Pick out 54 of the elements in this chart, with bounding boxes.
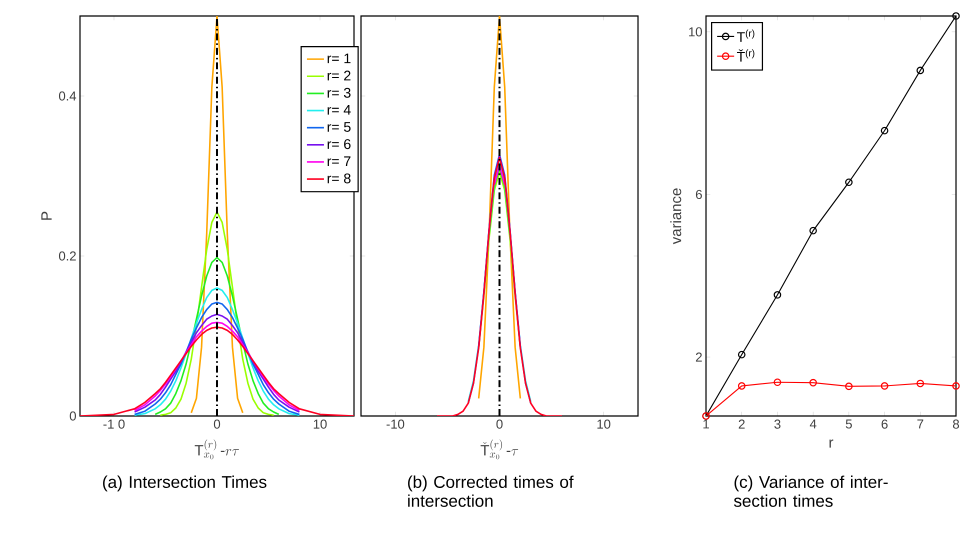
y-tick-label: 0.4: [58, 91, 76, 101]
y-axis-title: P: [41, 212, 52, 220]
y-tick-label: 2: [696, 352, 702, 362]
legend-label: r= 7: [328, 156, 350, 166]
legend-label: r= 5: [328, 122, 351, 132]
line-series: [80, 326, 354, 416]
legend-label: r= 4: [328, 105, 351, 115]
line-series: [190, 16, 244, 414]
legend-label: T$^{(r)}$: [736, 30, 754, 42]
legend-label: Ť$^{(r)}$: [736, 49, 754, 62]
point: [738, 350, 746, 358]
y-axis-title: variance: [670, 188, 682, 244]
point: [880, 382, 888, 390]
x-tick-label: 3: [774, 420, 780, 429]
line-series: [160, 211, 274, 416]
legend-label: r= 2: [328, 70, 350, 80]
legend-label: r= 1: [328, 54, 350, 64]
x-tick-label: 10: [597, 420, 610, 429]
text: (b) Corrected times of intersection: [408, 476, 574, 507]
x-axis-title: $\mathrm{r}$: [830, 440, 834, 448]
x-tick-label: 0: [214, 420, 220, 429]
x-tick-label: -1 0: [103, 420, 125, 429]
x-tick-label: 4: [810, 420, 816, 428]
x-tick-label: 8: [952, 420, 960, 429]
x-tick-label: 0: [496, 420, 503, 429]
point: [916, 380, 924, 388]
text: (a) Intersection Times: [103, 476, 266, 492]
y-tick-label: 0.2: [58, 251, 76, 261]
point: [774, 378, 782, 386]
point: [774, 291, 782, 299]
legend-label: r= 6: [328, 139, 351, 150]
legend-label: r= 3: [328, 88, 351, 98]
text: (c) Variance of inter-section times: [734, 476, 888, 507]
point: [880, 126, 888, 134]
x-tick-label: 2: [738, 420, 745, 429]
line-series: [154, 256, 280, 416]
point: [738, 382, 746, 390]
point: [916, 66, 924, 74]
point: [845, 178, 853, 186]
y-tick-label: 6: [696, 190, 702, 200]
x-tick-label: 7: [917, 420, 924, 428]
x-tick-label: -10: [386, 420, 404, 429]
x-axis-title: $\mathrm{T}^{(r)}_{x_0}\,\text{-}r\tau$: [194, 440, 240, 460]
y-tick-label: 0: [70, 411, 76, 421]
x-tick-label: 1: [703, 420, 709, 428]
x-tick-label: 10: [314, 420, 327, 429]
x-tick-label: 6: [882, 420, 888, 429]
x-axis-title: $\check{\mathrm{T}}^{(r)}_{x_0}\,\text{-}\tau$: [480, 440, 518, 460]
point: [845, 382, 853, 390]
point: [809, 378, 817, 386]
y-tick-label: 10: [689, 27, 702, 36]
legend-label: r= 8: [328, 173, 351, 184]
x-tick-label: 5: [846, 420, 852, 429]
point: [809, 226, 817, 234]
